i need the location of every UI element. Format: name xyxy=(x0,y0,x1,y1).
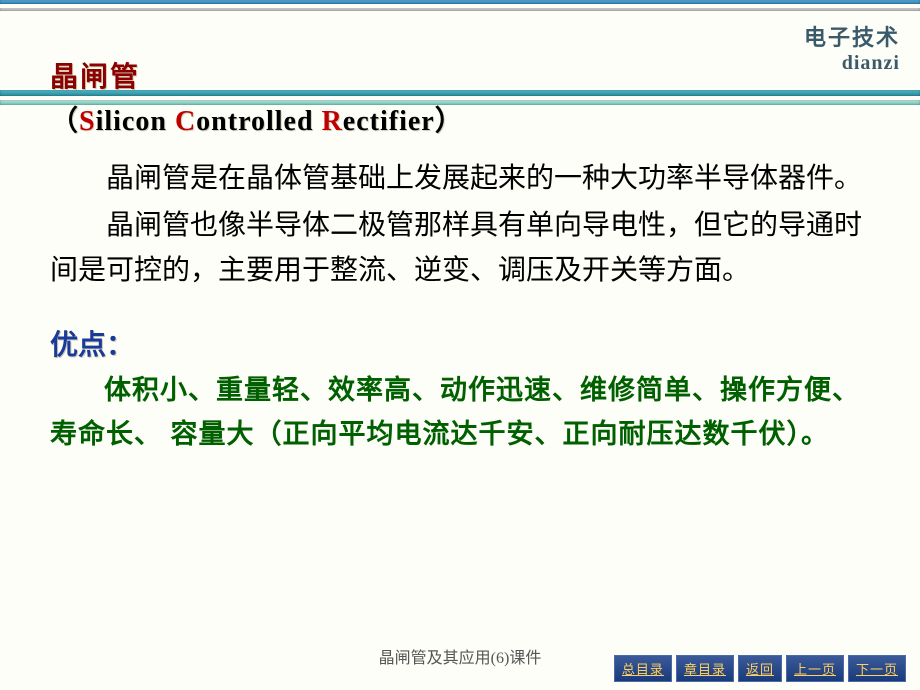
lead-c: C xyxy=(175,106,196,137)
nav-bar: 总目录 章目录 返回 上一页 下一页 xyxy=(614,655,906,682)
brand-cn: 电子技术 xyxy=(804,20,900,52)
nav-next-button[interactable]: 下一页 xyxy=(848,655,906,682)
rest-c: ontrolled xyxy=(196,106,321,137)
advantages-heading: 优点： xyxy=(50,323,870,363)
slide-content: 晶闸管 （Silicon Controlled Rectifier） 晶闸管是在… xyxy=(50,55,870,456)
paragraph-2: 晶闸管也像半导体二极管那样具有单向导电性，但它的导通时间是可控的，主要用于整流、… xyxy=(50,204,870,294)
decor-band-top xyxy=(0,0,920,4)
paragraph-1: 晶闸管是在晶体管基础上发展起来的一种大功率半导体器件。 xyxy=(50,157,870,202)
nav-back-button[interactable]: 返回 xyxy=(738,655,782,682)
paren-close: ） xyxy=(435,106,464,137)
paren-open: （ xyxy=(50,106,79,137)
advantages-text: 体积小、重量轻、效率高、动作迅速、维修简单、操作方便、寿命长、 容量大（正向平均… xyxy=(50,369,870,455)
nav-chapter-button[interactable]: 章目录 xyxy=(676,655,734,682)
body-text: 晶闸管是在晶体管基础上发展起来的一种大功率半导体器件。 晶闸管也像半导体二极管那… xyxy=(50,157,870,293)
lead-s: S xyxy=(79,106,96,137)
nav-prev-button[interactable]: 上一页 xyxy=(786,655,844,682)
slide-subtitle: （Silicon Controlled Rectifier） xyxy=(50,99,870,139)
nav-toc-button[interactable]: 总目录 xyxy=(614,655,672,682)
slide-title: 晶闸管 xyxy=(50,55,870,95)
rest-s: ilicon xyxy=(96,106,175,137)
lead-r: R xyxy=(322,106,343,137)
rest-r: ectifier xyxy=(343,106,435,137)
decor-band-2 xyxy=(0,8,920,11)
